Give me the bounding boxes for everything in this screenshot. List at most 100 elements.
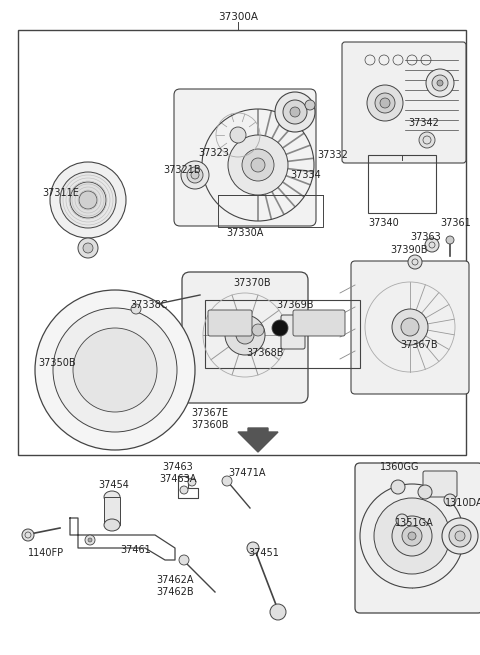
Text: 37454: 37454 xyxy=(98,480,129,490)
Circle shape xyxy=(408,255,422,269)
Text: 37462A: 37462A xyxy=(156,575,194,585)
Circle shape xyxy=(270,604,286,620)
FancyBboxPatch shape xyxy=(342,42,466,163)
Text: 37368B: 37368B xyxy=(246,348,284,358)
Text: 37363: 37363 xyxy=(410,232,441,242)
Text: 37369B: 37369B xyxy=(276,300,314,310)
Circle shape xyxy=(391,480,405,494)
Circle shape xyxy=(305,100,315,110)
Circle shape xyxy=(426,69,454,97)
Circle shape xyxy=(191,171,199,179)
Text: 37334: 37334 xyxy=(290,170,321,180)
Text: 37451: 37451 xyxy=(248,548,279,558)
Circle shape xyxy=(251,158,265,172)
Text: 37342: 37342 xyxy=(408,118,439,128)
Text: 1140FP: 1140FP xyxy=(28,548,64,558)
FancyBboxPatch shape xyxy=(174,89,316,226)
Bar xyxy=(104,497,120,525)
Circle shape xyxy=(187,167,203,183)
Text: 37360B: 37360B xyxy=(191,420,229,430)
Text: 37323: 37323 xyxy=(198,148,229,158)
Circle shape xyxy=(275,92,315,132)
Text: 37370B: 37370B xyxy=(233,278,271,288)
Circle shape xyxy=(247,542,259,554)
Text: 37330A: 37330A xyxy=(226,228,264,238)
Circle shape xyxy=(230,127,246,143)
Bar xyxy=(18,30,466,455)
Circle shape xyxy=(392,516,432,556)
Text: 37463A: 37463A xyxy=(159,474,197,484)
Circle shape xyxy=(85,535,95,545)
Circle shape xyxy=(392,309,428,345)
Circle shape xyxy=(432,75,448,91)
Text: 37390B: 37390B xyxy=(390,245,428,255)
Bar xyxy=(218,195,323,227)
Circle shape xyxy=(283,100,307,124)
Circle shape xyxy=(225,315,265,355)
Text: 37300A: 37300A xyxy=(218,12,258,22)
Text: 1360GG: 1360GG xyxy=(380,462,420,472)
Circle shape xyxy=(367,85,403,121)
Circle shape xyxy=(401,318,419,336)
Circle shape xyxy=(242,149,274,181)
Circle shape xyxy=(53,308,177,432)
Circle shape xyxy=(35,290,195,450)
Circle shape xyxy=(236,326,254,344)
Circle shape xyxy=(83,243,93,253)
Circle shape xyxy=(396,514,408,526)
Circle shape xyxy=(418,485,432,499)
Text: 37332: 37332 xyxy=(317,150,348,160)
Circle shape xyxy=(360,484,464,588)
Circle shape xyxy=(60,172,116,228)
Circle shape xyxy=(222,476,232,486)
Circle shape xyxy=(437,80,443,86)
Circle shape xyxy=(179,555,189,565)
Circle shape xyxy=(181,161,209,189)
FancyBboxPatch shape xyxy=(355,463,480,613)
Text: 37463: 37463 xyxy=(163,462,193,472)
Circle shape xyxy=(70,182,106,218)
Ellipse shape xyxy=(104,491,120,503)
Circle shape xyxy=(402,526,422,546)
Circle shape xyxy=(374,498,450,574)
Circle shape xyxy=(228,135,288,195)
Text: 1310DA: 1310DA xyxy=(445,498,480,508)
Text: 37367E: 37367E xyxy=(192,408,228,418)
Text: 37350B: 37350B xyxy=(38,358,76,368)
Text: 37340: 37340 xyxy=(368,218,399,228)
FancyBboxPatch shape xyxy=(182,272,308,403)
FancyBboxPatch shape xyxy=(351,261,469,394)
Text: 37462B: 37462B xyxy=(156,587,194,597)
Text: 37311E: 37311E xyxy=(42,188,79,198)
Text: 37321B: 37321B xyxy=(163,165,201,175)
FancyBboxPatch shape xyxy=(293,310,345,336)
Circle shape xyxy=(272,320,288,336)
Text: 37461: 37461 xyxy=(120,545,151,555)
FancyBboxPatch shape xyxy=(281,315,305,349)
Circle shape xyxy=(449,525,471,547)
Text: 37471A: 37471A xyxy=(228,468,265,478)
Circle shape xyxy=(252,324,264,336)
Circle shape xyxy=(180,486,188,494)
Circle shape xyxy=(22,529,34,541)
FancyBboxPatch shape xyxy=(208,310,252,336)
Circle shape xyxy=(73,328,157,412)
Circle shape xyxy=(442,518,478,554)
Circle shape xyxy=(78,238,98,258)
Circle shape xyxy=(131,304,141,314)
Circle shape xyxy=(290,107,300,117)
Text: 37367B: 37367B xyxy=(400,340,438,350)
Circle shape xyxy=(50,162,126,238)
Text: 37361: 37361 xyxy=(440,218,471,228)
Circle shape xyxy=(88,538,92,542)
Circle shape xyxy=(79,191,97,209)
Circle shape xyxy=(188,478,196,486)
Circle shape xyxy=(444,494,456,506)
Bar xyxy=(205,300,360,368)
Bar xyxy=(368,155,436,213)
Text: 1351GA: 1351GA xyxy=(395,518,434,528)
Text: 37338C: 37338C xyxy=(130,300,168,310)
Circle shape xyxy=(408,532,416,540)
Circle shape xyxy=(375,93,395,113)
FancyBboxPatch shape xyxy=(423,471,457,497)
